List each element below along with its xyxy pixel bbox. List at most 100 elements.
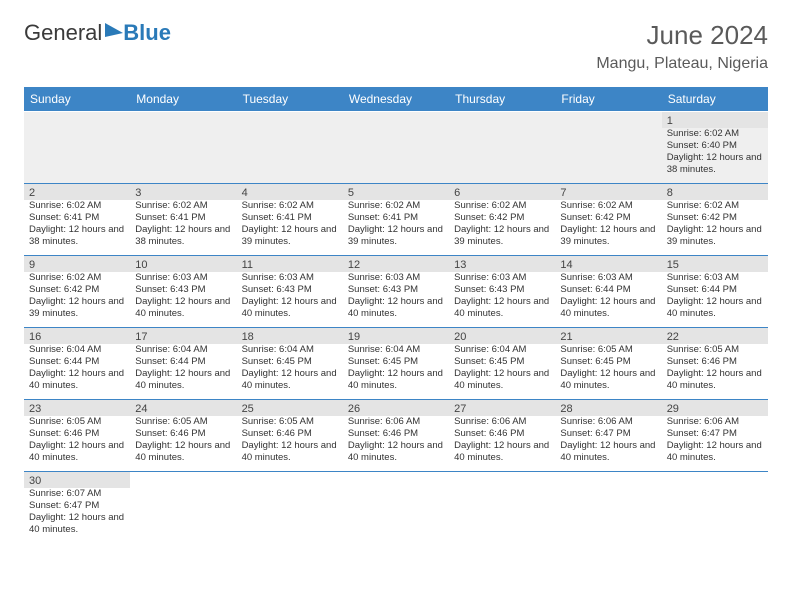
sunrise-line: Sunrise: 6:02 AM [29,272,125,284]
calendar-week-row: 16Sunrise: 6:04 AMSunset: 6:44 PMDayligh… [24,328,768,400]
sunrise-line: Sunrise: 6:03 AM [348,272,444,284]
calendar-table: SundayMondayTuesdayWednesdayThursdayFrid… [24,87,768,544]
sunset-line: Sunset: 6:45 PM [242,356,338,368]
calendar-empty-cell [449,472,555,544]
cell-content: 14Sunrise: 6:03 AMSunset: 6:44 PMDayligh… [560,259,656,320]
calendar-day-cell: 6Sunrise: 6:02 AMSunset: 6:42 PMDaylight… [449,184,555,256]
daylight-line: Daylight: 12 hours and 40 minutes. [667,296,763,320]
day-number: 10 [135,259,231,271]
sunrise-line: Sunrise: 6:07 AM [29,488,125,500]
day-number: 17 [135,331,231,343]
sunrise-line: Sunrise: 6:03 AM [135,272,231,284]
daylight-line: Daylight: 12 hours and 40 minutes. [135,368,231,392]
day-number: 29 [667,403,763,415]
daylight-line: Daylight: 12 hours and 39 minutes. [667,224,763,248]
day-number: 24 [135,403,231,415]
day-number: 4 [242,187,338,199]
day-number: 7 [560,187,656,199]
sunset-line: Sunset: 6:47 PM [667,428,763,440]
daylight-line: Daylight: 12 hours and 40 minutes. [242,368,338,392]
sunset-line: Sunset: 6:42 PM [560,212,656,224]
daylight-line: Daylight: 12 hours and 40 minutes. [348,296,444,320]
cell-content: 1Sunrise: 6:02 AMSunset: 6:40 PMDaylight… [667,115,763,176]
sunrise-line: Sunrise: 6:03 AM [560,272,656,284]
sunrise-line: Sunrise: 6:02 AM [348,200,444,212]
day-number: 15 [667,259,763,271]
calendar-empty-cell [343,472,449,544]
sunrise-line: Sunrise: 6:02 AM [667,128,763,140]
cell-content: 22Sunrise: 6:05 AMSunset: 6:46 PMDayligh… [667,331,763,392]
daylight-line: Daylight: 12 hours and 40 minutes. [29,512,125,536]
calendar-day-cell: 16Sunrise: 6:04 AMSunset: 6:44 PMDayligh… [24,328,130,400]
daylight-line: Daylight: 12 hours and 40 minutes. [29,368,125,392]
day-number: 18 [242,331,338,343]
calendar-day-cell: 4Sunrise: 6:02 AMSunset: 6:41 PMDaylight… [237,184,343,256]
daylight-line: Daylight: 12 hours and 40 minutes. [667,440,763,464]
sunrise-line: Sunrise: 6:02 AM [29,200,125,212]
sunrise-line: Sunrise: 6:06 AM [454,416,550,428]
sunset-line: Sunset: 6:45 PM [454,356,550,368]
calendar-day-cell: 11Sunrise: 6:03 AMSunset: 6:43 PMDayligh… [237,256,343,328]
calendar-empty-cell [449,112,555,184]
day-number: 9 [29,259,125,271]
sunset-line: Sunset: 6:43 PM [242,284,338,296]
cell-content: 15Sunrise: 6:03 AMSunset: 6:44 PMDayligh… [667,259,763,320]
sunset-line: Sunset: 6:41 PM [135,212,231,224]
daylight-line: Daylight: 12 hours and 40 minutes. [560,440,656,464]
daylight-line: Daylight: 12 hours and 39 minutes. [242,224,338,248]
sunset-line: Sunset: 6:43 PM [348,284,444,296]
daylight-line: Daylight: 12 hours and 40 minutes. [242,296,338,320]
calendar-day-cell: 19Sunrise: 6:04 AMSunset: 6:45 PMDayligh… [343,328,449,400]
calendar-empty-cell [237,472,343,544]
calendar-header-row: SundayMondayTuesdayWednesdayThursdayFrid… [24,87,768,112]
sunset-line: Sunset: 6:47 PM [29,500,125,512]
daylight-line: Daylight: 12 hours and 38 minutes. [667,152,763,176]
calendar-day-cell: 30Sunrise: 6:07 AMSunset: 6:47 PMDayligh… [24,472,130,544]
sunrise-line: Sunrise: 6:04 AM [454,344,550,356]
sunset-line: Sunset: 6:46 PM [242,428,338,440]
cell-content: 28Sunrise: 6:06 AMSunset: 6:47 PMDayligh… [560,403,656,464]
sunset-line: Sunset: 6:42 PM [667,212,763,224]
cell-content: 20Sunrise: 6:04 AMSunset: 6:45 PMDayligh… [454,331,550,392]
cell-content: 6Sunrise: 6:02 AMSunset: 6:42 PMDaylight… [454,187,550,248]
cell-content: 30Sunrise: 6:07 AMSunset: 6:47 PMDayligh… [29,475,125,536]
day-number: 5 [348,187,444,199]
day-number: 23 [29,403,125,415]
cell-content: 23Sunrise: 6:05 AMSunset: 6:46 PMDayligh… [29,403,125,464]
daylight-line: Daylight: 12 hours and 40 minutes. [348,440,444,464]
cell-content: 24Sunrise: 6:05 AMSunset: 6:46 PMDayligh… [135,403,231,464]
sunset-line: Sunset: 6:44 PM [29,356,125,368]
sunrise-line: Sunrise: 6:05 AM [667,344,763,356]
weekday-header: Saturday [662,87,768,112]
daylight-line: Daylight: 12 hours and 38 minutes. [135,224,231,248]
sunset-line: Sunset: 6:45 PM [560,356,656,368]
calendar-day-cell: 22Sunrise: 6:05 AMSunset: 6:46 PMDayligh… [662,328,768,400]
month-title: June 2024 [596,20,768,51]
calendar-day-cell: 28Sunrise: 6:06 AMSunset: 6:47 PMDayligh… [555,400,661,472]
sunrise-line: Sunrise: 6:04 AM [242,344,338,356]
calendar-day-cell: 29Sunrise: 6:06 AMSunset: 6:47 PMDayligh… [662,400,768,472]
day-number: 16 [29,331,125,343]
day-number: 26 [348,403,444,415]
calendar-day-cell: 10Sunrise: 6:03 AMSunset: 6:43 PMDayligh… [130,256,236,328]
calendar-day-cell: 14Sunrise: 6:03 AMSunset: 6:44 PMDayligh… [555,256,661,328]
calendar-day-cell: 1Sunrise: 6:02 AMSunset: 6:40 PMDaylight… [662,112,768,184]
daylight-line: Daylight: 12 hours and 40 minutes. [560,368,656,392]
calendar-day-cell: 26Sunrise: 6:06 AMSunset: 6:46 PMDayligh… [343,400,449,472]
day-number: 25 [242,403,338,415]
day-number: 13 [454,259,550,271]
sunset-line: Sunset: 6:42 PM [29,284,125,296]
calendar-day-cell: 8Sunrise: 6:02 AMSunset: 6:42 PMDaylight… [662,184,768,256]
daylight-line: Daylight: 12 hours and 40 minutes. [135,440,231,464]
daylight-line: Daylight: 12 hours and 40 minutes. [29,440,125,464]
sunrise-line: Sunrise: 6:05 AM [242,416,338,428]
sunset-line: Sunset: 6:46 PM [348,428,444,440]
daylight-line: Daylight: 12 hours and 40 minutes. [242,440,338,464]
day-number: 22 [667,331,763,343]
sunset-line: Sunset: 6:42 PM [454,212,550,224]
daylight-line: Daylight: 12 hours and 39 minutes. [454,224,550,248]
weekday-header: Thursday [449,87,555,112]
calendar-day-cell: 25Sunrise: 6:05 AMSunset: 6:46 PMDayligh… [237,400,343,472]
calendar-day-cell: 5Sunrise: 6:02 AMSunset: 6:41 PMDaylight… [343,184,449,256]
cell-content: 18Sunrise: 6:04 AMSunset: 6:45 PMDayligh… [242,331,338,392]
